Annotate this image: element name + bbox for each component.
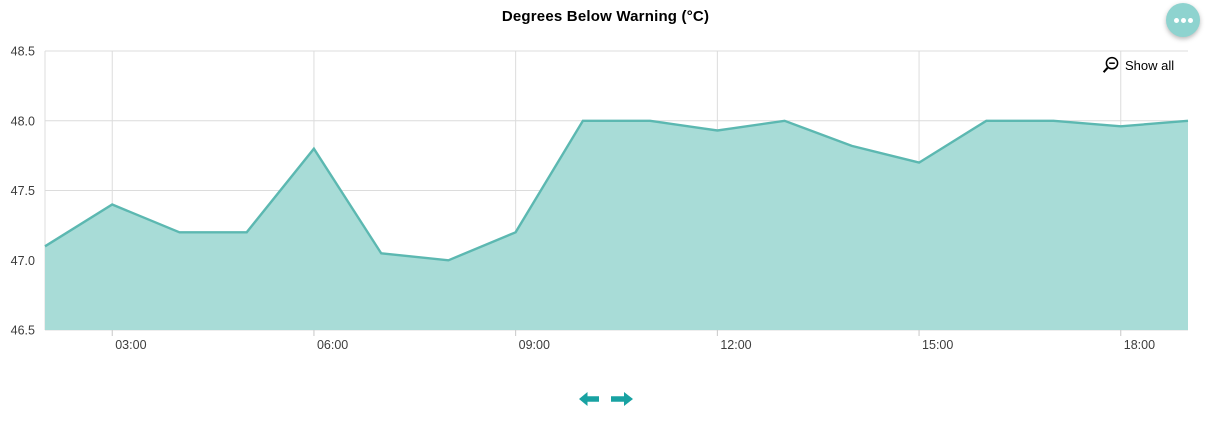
pan-controls <box>578 391 633 407</box>
y-axis-label: 47.5 <box>11 184 35 198</box>
y-axis-label: 47.0 <box>11 254 35 268</box>
x-axis-label: 18:00 <box>1124 338 1155 352</box>
menu-button[interactable] <box>1166 3 1200 37</box>
show-all-label: Show all <box>1125 58 1175 73</box>
chart-title: Degrees Below Warning (°C) <box>501 8 710 25</box>
y-axis-label: 46.5 <box>11 324 35 338</box>
pan-left-button[interactable] <box>578 392 599 406</box>
ellipsis-icon <box>1173 17 1193 23</box>
show-all-button[interactable]: Show all <box>1101 56 1174 75</box>
area-series <box>45 120 1188 330</box>
arrow-right-icon <box>610 392 633 406</box>
x-axis-label: 03:00 <box>115 338 146 352</box>
x-axis-label: 15:00 <box>922 338 953 352</box>
y-axis-label: 48.5 <box>11 45 35 59</box>
x-axis-label: 06:00 <box>317 338 348 352</box>
zoom-out-icon <box>1101 56 1120 75</box>
chart-plot-area[interactable]: 46.5 47.0 47.5 48.0 48.5 03:00 06:00 09:00 12:00… <box>0 0 1211 365</box>
x-axis-label: 09:00 <box>519 338 550 352</box>
pan-right-button[interactable] <box>610 392 633 406</box>
arrow-left-icon <box>578 392 599 406</box>
y-axis-label: 48.0 <box>11 114 35 128</box>
x-axis-label: 12:00 <box>720 338 751 352</box>
line-series <box>44 119 1189 262</box>
